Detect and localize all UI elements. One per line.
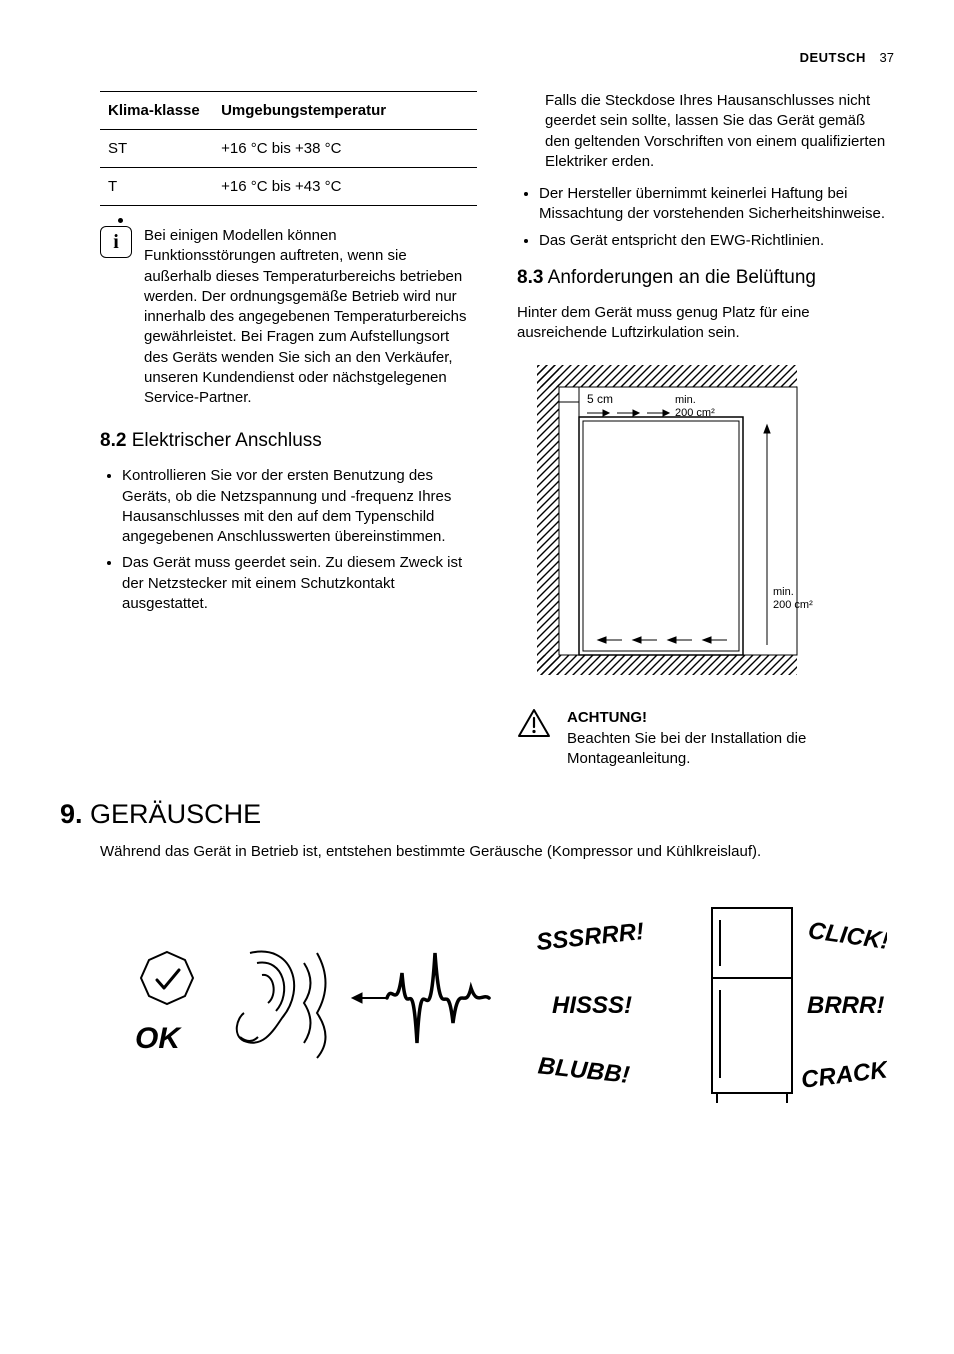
page-number: 37 (880, 50, 894, 65)
diagram-min-bot: min. (773, 586, 794, 598)
warning-icon (517, 708, 551, 738)
climate-class-table: Klima-klasse Umgebungstemperatur ST +16 … (100, 91, 477, 206)
noise-ok: OK (135, 1022, 182, 1055)
table-cell: T (100, 168, 213, 206)
list-item: Das Gerät muss geerdet sein. Zu diesem Z… (122, 553, 477, 614)
bullet-continuation: Falls die Steckdose Ihres Hausanschlusse… (517, 91, 894, 172)
table-row: ST +16 °C bis +38 °C (100, 130, 477, 168)
warning-title: ACHTUNG! (567, 709, 647, 726)
noise-diagram: OK (100, 888, 894, 1123)
diagram-area-top: 200 cm² (675, 407, 715, 419)
section-num: 9. (60, 799, 83, 829)
subheading-title: Elektrischer Anschluss (132, 430, 322, 451)
noise-sssrrr: SSSRRR! (535, 918, 645, 956)
table-header-climate: Klima-klasse (100, 92, 213, 130)
noise-hisss: HISSS! (552, 992, 632, 1019)
header-lang: DEUTSCH (800, 50, 866, 65)
diagram-area-bot: 200 cm² (773, 599, 813, 611)
warning-body: Beachten Sie bei der Installation die Mo… (567, 730, 806, 767)
list-item: Kontrollieren Sie vor der ersten Benutzu… (122, 466, 477, 547)
section-9-body: Während das Gerät in Betrieb ist, entste… (60, 842, 894, 1123)
list-item: Der Hersteller übernimmt keinerlei Haftu… (539, 184, 894, 225)
subheading-8-3: 8.3 Anforderungen an die Belüftung (517, 267, 894, 289)
list-item: Das Gerät entspricht den EWG-Richtlinien… (539, 231, 894, 251)
table-cell: +16 °C bis +38 °C (213, 130, 477, 168)
subheading-8-2: 8.2 Elektrischer Anschluss (100, 430, 477, 452)
para-8-3: Hinter dem Gerät muss genug Platz für ei… (517, 303, 894, 344)
two-column-layout: Klima-klasse Umgebungstemperatur ST +16 … (60, 91, 894, 769)
warning-text: ACHTUNG! Beachten Sie bei der Installati… (567, 708, 894, 769)
left-column: Klima-klasse Umgebungstemperatur ST +16 … (60, 91, 477, 769)
section-9-para: Während das Gerät in Betrieb ist, entste… (100, 842, 894, 862)
section-9-title: 9. GERÄUSCHE (60, 799, 894, 830)
subheading-title: Anforderungen an die Belüftung (548, 267, 816, 288)
section-title-text: GERÄUSCHE (90, 799, 261, 829)
ventilation-diagram: 5 cm min. 200 cm² (517, 355, 894, 690)
subheading-num: 8.2 (100, 430, 126, 451)
diagram-min-top: min. (675, 394, 696, 406)
table-cell: +16 °C bis +43 °C (213, 168, 477, 206)
table-header-row: Klima-klasse Umgebungstemperatur (100, 92, 477, 130)
noise-brrr: BRRR! (807, 992, 884, 1019)
bullet-list-8-2-left: Kontrollieren Sie vor der ersten Benutzu… (100, 466, 477, 614)
table-row: T +16 °C bis +43 °C (100, 168, 477, 206)
bullet-list-8-2-right: Der Hersteller übernimmt keinerlei Haftu… (517, 184, 894, 251)
table-cell: ST (100, 130, 213, 168)
warning-box: ACHTUNG! Beachten Sie bei der Installati… (517, 708, 894, 769)
noise-crack: CRACK! (800, 1056, 887, 1094)
table-header-temp: Umgebungstemperatur (213, 92, 477, 130)
info-note-text: Bei einigen Modellen können Funktionsstö… (144, 226, 477, 408)
subheading-num: 8.3 (517, 267, 543, 288)
diagram-5cm-label: 5 cm (587, 392, 613, 406)
page-header: DEUTSCH 37 (60, 50, 894, 65)
right-column: Falls die Steckdose Ihres Hausanschlusse… (517, 91, 894, 769)
info-note: i Bei einigen Modellen können Funktionss… (100, 226, 477, 408)
noise-blubb: BLUBB! (537, 1053, 631, 1089)
noise-click: CLICK! (806, 917, 887, 955)
info-icon: i (100, 226, 132, 258)
